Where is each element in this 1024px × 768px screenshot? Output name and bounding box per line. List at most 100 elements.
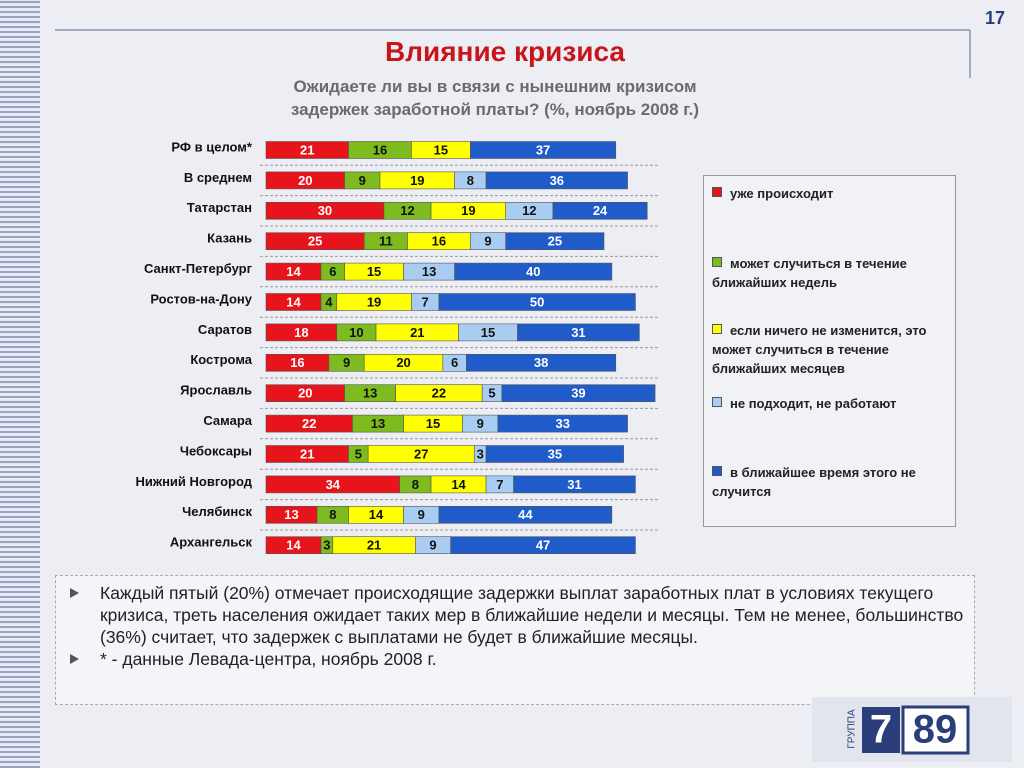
category-label: Казань <box>207 231 252 246</box>
value-label: 14 <box>286 538 301 553</box>
bullet <box>70 588 79 598</box>
value-label: 7 <box>422 294 429 309</box>
value-label: 15 <box>481 325 495 340</box>
side-stripe <box>0 0 40 768</box>
value-label: 13 <box>363 386 377 401</box>
value-label: 16 <box>432 234 446 249</box>
bar-segment <box>497 414 628 433</box>
category-label: Татарстан <box>187 200 252 215</box>
value-label: 25 <box>548 234 562 249</box>
value-label: 22 <box>432 386 446 401</box>
bar-segment <box>470 141 617 159</box>
note-text: * - данные Левада-центра, ноябрь 2008 г. <box>100 649 437 669</box>
category-label: Кострома <box>190 352 252 367</box>
value-label: 38 <box>534 355 548 370</box>
legend-label: не подходит, не работают <box>730 396 897 411</box>
bar-segment <box>454 262 613 281</box>
bar-segment <box>485 171 628 190</box>
category-label: РФ в целом* <box>171 139 253 154</box>
value-label: 21 <box>300 446 314 461</box>
value-label: 19 <box>461 203 475 218</box>
category-label: Архангельск <box>170 535 253 550</box>
value-label: 10 <box>349 325 363 340</box>
value-label: 13 <box>284 507 298 522</box>
value-label: 14 <box>451 477 466 492</box>
value-label: 37 <box>536 142 550 157</box>
value-label: 9 <box>343 355 350 370</box>
logo: ГРУППА 7 89 <box>812 697 1012 762</box>
value-label: 34 <box>326 477 341 492</box>
legend-entry: в ближайшее время этого не случится <box>712 463 952 501</box>
value-label: 6 <box>451 355 458 370</box>
bar-segment <box>517 323 640 342</box>
notes: Каждый пятый (20%) отмечает происходящие… <box>55 575 975 705</box>
legend-swatch <box>712 257 722 267</box>
value-label: 25 <box>308 234 322 249</box>
bar-segment <box>438 505 613 524</box>
value-label: 24 <box>593 203 608 218</box>
value-label: 44 <box>518 507 533 522</box>
value-label: 8 <box>467 173 474 188</box>
value-label: 3 <box>323 538 330 553</box>
value-label: 7 <box>496 477 503 492</box>
logo-group: ГРУППА <box>847 709 858 749</box>
value-label: 9 <box>429 538 436 553</box>
chart: РФ в целом* 21 16 15 37 В среднем 20 9 19 8 3 6 Тата… <box>135 139 660 555</box>
value-label: 5 <box>355 446 362 461</box>
value-label: 14 <box>286 294 301 309</box>
value-label: 9 <box>418 507 425 522</box>
bar-segment <box>438 293 636 311</box>
value-label: 21 <box>367 538 381 553</box>
value-label: 39 <box>571 386 585 401</box>
value-label: 21 <box>410 325 424 340</box>
category-label: В среднем <box>184 170 252 185</box>
note-text: Каждый пятый (20%) отмечает происходящие… <box>100 583 964 647</box>
legend-swatch <box>712 187 722 197</box>
value-label: 19 <box>367 294 381 309</box>
bullet <box>70 654 79 664</box>
value-label: 5 <box>488 386 495 401</box>
legend-entry: уже происходит <box>712 184 952 203</box>
subtitle: Ожидаете ли вы в связи с нынешним кризис… <box>293 77 697 96</box>
category-label: Челябинск <box>182 504 252 519</box>
value-label: 15 <box>434 142 448 157</box>
value-label: 33 <box>555 416 569 431</box>
value-label: 30 <box>318 203 332 218</box>
bar-segment <box>466 353 617 372</box>
legend-label: в ближайшее время этого не случится <box>712 465 916 499</box>
value-label: 8 <box>412 477 419 492</box>
value-label: 35 <box>548 446 562 461</box>
logo-right: 89 <box>913 708 958 752</box>
bar-segment <box>450 536 636 555</box>
value-label: 14 <box>286 264 301 279</box>
category-label: Чебоксары <box>180 443 252 458</box>
value-label: 9 <box>477 416 484 431</box>
value-label: 12 <box>522 203 536 218</box>
value-label: 40 <box>526 264 540 279</box>
category-label: Саратов <box>198 322 252 337</box>
value-label: 16 <box>373 142 387 157</box>
bar-segment <box>513 475 636 494</box>
note: Каждый пятый (20%) отмечает происходящие… <box>70 582 964 648</box>
category-label: Ярославль <box>180 383 252 398</box>
bar-segment <box>505 232 605 250</box>
value-label: 20 <box>298 386 312 401</box>
value-label: 14 <box>369 507 384 522</box>
legend-label: может случиться в течение ближайших неде… <box>712 256 907 290</box>
page-number: 17 <box>985 8 1006 28</box>
bar-segment <box>501 384 656 403</box>
value-label: 21 <box>300 142 314 157</box>
legend: уже происходит может случиться в течение … <box>703 175 956 527</box>
value-label: 15 <box>367 264 381 279</box>
category-label: Санкт-Петербург <box>144 261 253 276</box>
legend-label: если ничего не изменится, это может случ… <box>712 323 927 376</box>
category-label: Нижний Новгород <box>135 474 252 489</box>
legend-entry: не подходит, не работают <box>712 394 952 413</box>
value-label: 13 <box>422 264 436 279</box>
value-label: 22 <box>302 416 316 431</box>
note: * - данные Левада-центра, ноябрь 2008 г. <box>70 648 964 670</box>
legend-swatch <box>712 397 722 407</box>
legend-entry: если ничего не изменится, это может случ… <box>712 321 952 378</box>
